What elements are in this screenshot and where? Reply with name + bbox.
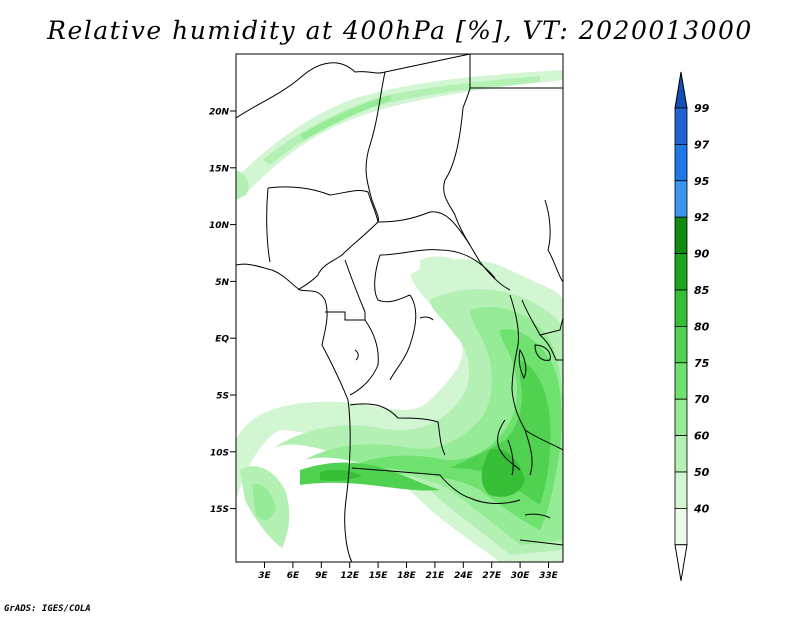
colorbar-label: 75 bbox=[694, 357, 710, 370]
colorbar-segment bbox=[674, 362, 688, 400]
colorbar-bottom-arrow bbox=[674, 544, 688, 581]
colorbar-segment bbox=[674, 143, 688, 182]
latitude-axis: 20N 15N 10N 5N EQ 5S 10S 15S bbox=[209, 108, 236, 515]
lon-tick-label: 27E bbox=[482, 571, 502, 581]
lon-tick-label: 6E bbox=[287, 571, 300, 581]
map-frame bbox=[235, 53, 564, 563]
colorbar-segment bbox=[674, 289, 688, 327]
colorbar-label: 60 bbox=[694, 430, 710, 443]
colorbar-segment bbox=[674, 253, 688, 291]
lon-tick-label: 33E bbox=[539, 571, 559, 581]
country-borders bbox=[236, 54, 563, 562]
colorbar-label: 50 bbox=[694, 466, 710, 479]
lon-tick-label: 12E bbox=[340, 571, 360, 581]
longitude-axis: 3E 6E 9E 12E 15E 18E 21E 24E 27E 30E 33E bbox=[258, 562, 559, 581]
colorbar-label: 80 bbox=[694, 320, 710, 333]
colorbar-segment bbox=[674, 398, 688, 437]
lat-tick-label: 5S bbox=[216, 392, 229, 402]
colorbar: 99 97 95 92 90 85 80 75 70 60 50 40 bbox=[674, 71, 710, 581]
colorbar-label: 92 bbox=[694, 211, 710, 224]
lon-tick-label: 30E bbox=[511, 571, 531, 581]
colorbar-label: 40 bbox=[693, 502, 710, 515]
colorbar-label: 99 bbox=[694, 102, 710, 115]
colorbar-label: 90 bbox=[694, 248, 710, 261]
lon-tick-label: 24E bbox=[454, 571, 474, 581]
lat-tick-label: 10S bbox=[210, 448, 229, 458]
lon-tick-label: 18E bbox=[397, 571, 417, 581]
colorbar-segment bbox=[674, 471, 688, 509]
lat-tick-label: 5N bbox=[215, 278, 229, 288]
colorbar-label: 85 bbox=[694, 284, 710, 297]
lon-tick-label: 9E bbox=[315, 571, 328, 581]
colorbar-segment bbox=[674, 435, 688, 473]
map-title: Relative humidity at 400hPa [%], VT: 202… bbox=[47, 16, 753, 45]
lon-tick-label: 21E bbox=[426, 571, 446, 581]
humidity-field bbox=[236, 70, 563, 562]
lat-tick-label: EQ bbox=[215, 335, 229, 345]
colorbar-label: 70 bbox=[694, 393, 710, 406]
lat-tick-label: 10N bbox=[209, 221, 230, 231]
colorbar-segment bbox=[674, 216, 688, 254]
colorbar-label: 97 bbox=[694, 138, 710, 151]
colorbar-segment bbox=[674, 507, 688, 546]
colorbar-segment bbox=[674, 325, 688, 364]
lon-tick-label: 3E bbox=[258, 571, 271, 581]
colorbar-segment bbox=[674, 180, 688, 218]
lat-tick-label: 15S bbox=[210, 505, 229, 515]
lat-tick-label: 20N bbox=[209, 108, 230, 118]
lon-tick-label: 15E bbox=[369, 571, 389, 581]
grads-credit: GrADS: IGES/COLA bbox=[4, 604, 91, 614]
colorbar-top-arrow bbox=[674, 71, 688, 109]
colorbar-label: 95 bbox=[694, 175, 710, 188]
lat-tick-label: 15N bbox=[209, 164, 230, 174]
colorbar-segment bbox=[674, 107, 688, 145]
